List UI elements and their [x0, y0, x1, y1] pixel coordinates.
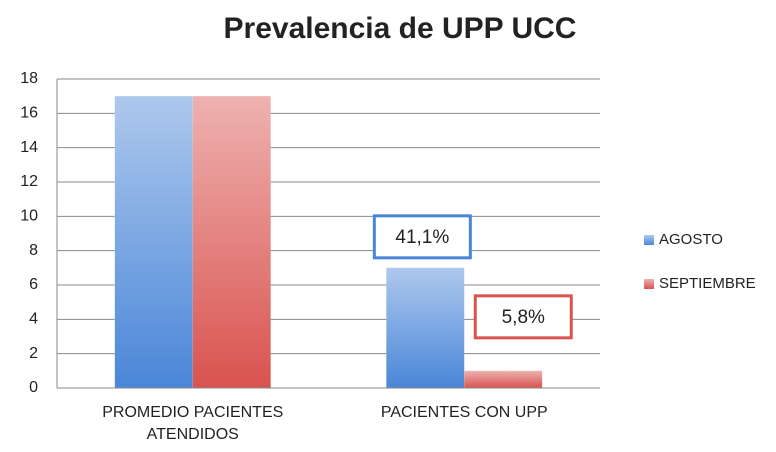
bar: [192, 96, 271, 389]
annotation: 41,1%: [395, 227, 449, 248]
y-tick-label: 14: [20, 139, 38, 156]
y-tick-label: 6: [29, 276, 38, 293]
annotation: 5,8%: [502, 307, 545, 328]
bar: [464, 370, 543, 388]
y-tick-label: 4: [29, 311, 38, 328]
y-tick-label: 2: [29, 345, 38, 362]
bar: [386, 267, 465, 388]
x-tick-label: PROMEDIO PACIENTES ATENDIDOS: [102, 404, 284, 443]
legend-swatch: [644, 235, 654, 245]
chart-title: Prevalencia de UPP UCC: [224, 12, 577, 45]
bar: [114, 96, 193, 389]
x-tick-label: PACIENTES CON UPP: [380, 404, 548, 421]
y-tick-label: 18: [20, 70, 38, 87]
y-tick-label: 10: [20, 208, 38, 225]
y-tick-label: 16: [20, 105, 38, 122]
legend-swatch: [644, 279, 654, 289]
legend-label: AGOSTO: [659, 231, 723, 248]
annotation-box: [473, 294, 573, 340]
annotation-box: [372, 214, 472, 260]
legend-label: SEPTIEMBRE: [659, 275, 756, 292]
y-tick-label: 0: [29, 379, 38, 396]
y-tick-label: 12: [20, 173, 38, 190]
y-tick-label: 8: [29, 242, 38, 259]
